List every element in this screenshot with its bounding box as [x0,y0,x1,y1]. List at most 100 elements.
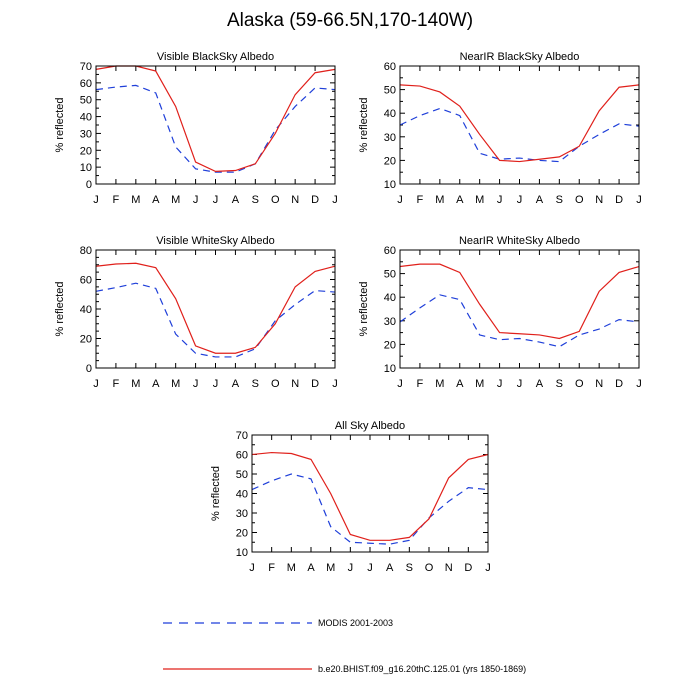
y-tick-label: 40 [236,489,248,501]
x-tick-label: J [332,378,338,390]
series-line-modis [95,282,336,358]
y-tick-label: 40 [80,304,92,316]
x-tick-label: J [485,562,491,574]
x-tick-label: D [311,194,319,206]
x-tick-label: J [367,562,373,574]
x-tick-label: D [464,562,472,574]
x-tick-label: M [171,194,180,206]
x-tick-label: M [475,378,484,390]
series-line-modis [95,84,336,173]
y-tick-label: 40 [384,108,396,120]
series-line-model [399,263,640,340]
x-tick-label: J [193,194,199,206]
x-tick-label: J [93,378,99,390]
y-tick-label: 30 [384,132,396,144]
y-tick-label: 20 [384,339,396,351]
y-tick-label: 50 [384,269,396,281]
series-line-modis [399,294,640,348]
x-tick-label: O [575,194,584,206]
y-tick-label: 40 [384,292,396,304]
plot-frame [251,434,489,553]
x-tick-label: J [517,378,523,390]
x-tick-label: O [575,378,584,390]
y-tick-label: 30 [384,316,396,328]
x-tick-label: J [348,562,354,574]
y-tick-label: 20 [384,155,396,167]
x-tick-label: N [291,194,299,206]
y-axis-label: % reflected [54,97,66,152]
x-tick-label: F [268,562,275,574]
x-tick-label: M [326,562,335,574]
x-tick-label: S [252,378,259,390]
series-line-modis [399,107,640,163]
x-tick-label: J [497,194,503,206]
x-tick-label: J [193,378,199,390]
x-tick-label: S [252,194,259,206]
y-tick-label: 60 [384,245,396,257]
x-tick-label: A [386,562,394,574]
series-line-modis [251,473,489,545]
x-tick-label: J [93,194,99,206]
x-tick-label: M [131,378,140,390]
x-tick-label: A [307,562,315,574]
x-tick-label: A [456,194,464,206]
y-axis-label: % reflected [358,97,370,152]
x-tick-label: A [232,378,240,390]
legend-lines [163,622,312,670]
x-tick-label: A [152,378,160,390]
series-line-model [95,262,336,354]
x-tick-label: J [332,194,338,206]
x-tick-label: O [271,194,280,206]
x-tick-label: A [536,194,544,206]
y-tick-label: 60 [236,450,248,462]
x-tick-label: A [536,378,544,390]
y-tick-label: 60 [80,275,92,287]
series-line-model [251,451,489,541]
x-tick-label: J [636,194,642,206]
y-tick-label: 50 [236,469,248,481]
x-tick-label: J [636,378,642,390]
x-tick-label: J [517,194,523,206]
page-title: Alaska (59-66.5N,170-140W) [226,10,474,31]
x-tick-label: O [271,378,280,390]
y-tick-label: 20 [80,145,92,157]
x-tick-label: J [397,378,403,390]
y-tick-label: 80 [80,245,92,257]
y-axis-label: % reflected [54,281,66,336]
y-tick-label: 10 [384,179,396,191]
y-tick-label: 60 [80,78,92,90]
y-tick-label: 30 [80,128,92,140]
y-tick-label: 70 [80,61,92,73]
x-tick-label: A [152,194,160,206]
y-axis-label: % reflected [210,466,222,521]
x-tick-label: N [595,194,603,206]
x-tick-label: M [475,194,484,206]
panel-title: Visible BlackSky Albedo [157,51,274,63]
x-tick-label: M [171,378,180,390]
x-tick-label: M [435,378,444,390]
x-tick-label: D [615,378,623,390]
x-tick-label: J [497,378,503,390]
y-tick-label: 30 [236,508,248,520]
x-tick-label: A [232,194,240,206]
y-tick-label: 40 [80,112,92,124]
x-tick-label: N [445,562,453,574]
x-tick-label: F [417,194,424,206]
series-line-model [399,84,640,163]
x-tick-label: M [435,194,444,206]
panel-title: NearIR WhiteSky Albedo [459,235,580,247]
x-tick-label: F [417,378,424,390]
panel-title: NearIR BlackSky Albedo [460,51,580,63]
y-tick-label: 70 [236,430,248,442]
x-tick-label: M [131,194,140,206]
plot-frame [399,249,640,369]
y-tick-label: 0 [86,179,92,191]
y-axis-label: % reflected [358,281,370,336]
series-line-model [95,65,336,172]
y-tick-label: 10 [236,547,248,559]
